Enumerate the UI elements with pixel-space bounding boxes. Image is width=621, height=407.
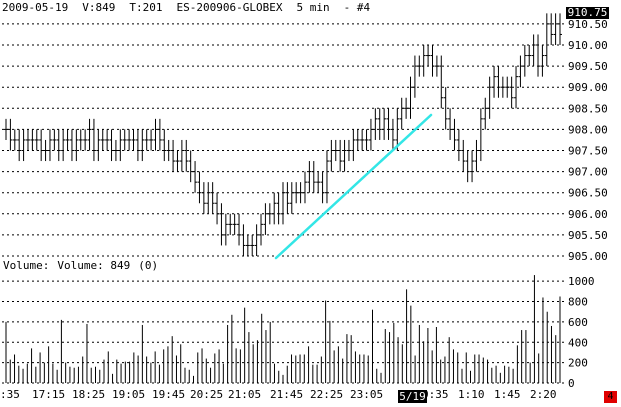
time-tick-label: 19:05 [112,388,145,401]
volume-tick-label: 200 [568,357,588,370]
price-bars [4,13,562,256]
price-tick-label: 908.50 [568,102,608,115]
volume-title: Volume: [3,259,50,272]
volume-tick-label: 0 [568,377,575,390]
time-tick-label: 19:45 [152,388,185,401]
chart-info-bar: 2009-05-19 V:849 T:201 ES-200906-GLOBEX 5 mi… [2,2,384,14]
price-tick-label: 905.50 [568,229,608,242]
trendline[interactable] [274,113,433,260]
volume-pending: (0) [138,259,159,272]
info-symbol: ES-200906-GLOBEX [176,1,283,14]
info-ticks: T:201 [129,1,163,14]
price-tick-label: 905.00 [568,250,608,263]
price-tick-label: 908.00 [568,123,608,136]
volume-axis-labels: 1000 800 600 400 200 0 [568,275,595,390]
price-tick-label: 906.00 [568,208,608,221]
date-marker: 5/19 [398,390,427,403]
volume-tick-label: 600 [568,316,588,329]
time-tick-label: 0:35 [422,388,449,401]
time-tick-label: :35 [0,388,20,401]
time-tick-label: 17:15 [32,388,65,401]
time-tick-label: 1:45 [494,388,521,401]
volume-bars [5,275,561,383]
price-tick-label: 907.00 [568,166,608,179]
price-tick-label: 910.00 [568,39,608,52]
volume-tick-label: 800 [568,296,588,309]
info-chart-number: - #4 [343,1,371,14]
volume-tick-label: 1000 [568,275,595,288]
time-tick-label: 21:45 [270,388,303,401]
time-tick-label: 21:05 [228,388,261,401]
time-tick-label: 23:05 [350,388,383,401]
volume-panel-title: Volume: Volume: 849 (0) [3,260,166,272]
info-volume: V:849 [82,1,116,14]
time-tick-label: 20:25 [190,388,223,401]
last-price-badge: 910.75 [566,6,609,19]
time-axis-labels: :35 17:15 18:25 19:05 19:45 20:25 21:05 21:45 22… [0,388,557,401]
volume-value: Volume: 849 [57,259,131,272]
info-interval: 5 min [296,1,330,14]
page-indicator[interactable]: 4 [604,391,617,403]
info-date: 2009-05-19 [2,1,69,14]
time-tick-label: 1:10 [458,388,485,401]
volume-tick-label: 400 [568,336,588,349]
price-tick-label: 906.50 [568,187,608,200]
time-tick-label: 18:25 [72,388,105,401]
price-tick-label: 910.50 [568,18,608,31]
price-tick-label: 909.00 [568,81,608,94]
time-tick-label: 22:25 [310,388,343,401]
price-axis-labels: 910.50 910.00 909.50 909.00 908.50 908.00 907.… [568,18,608,263]
price-tick-label: 909.50 [568,60,608,73]
price-tick-label: 907.50 [568,145,608,158]
volume-gridlines [2,280,564,384]
time-tick-label: 2:20 [530,388,557,401]
